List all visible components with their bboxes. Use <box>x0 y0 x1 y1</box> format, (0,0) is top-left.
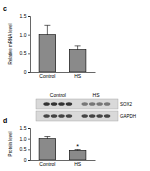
band <box>51 114 57 118</box>
tick-label: 0 <box>24 157 27 163</box>
tick-mark <box>28 72 30 73</box>
tick-label: 1.5 <box>20 13 27 19</box>
y-axis: 0 0.5 1.0 1.5 <box>20 13 31 75</box>
tick-label: Control <box>39 161 55 167</box>
band <box>43 102 49 106</box>
bar <box>69 50 86 72</box>
error-bar <box>44 137 50 139</box>
tick-label: Control <box>39 73 55 79</box>
tick: 1.5 <box>20 13 30 19</box>
panel: 0 0.5 1.0 1.5 Control HS c Relative mRNA level <box>3 5 96 79</box>
tick-label: 1.0 <box>20 136 27 142</box>
panel-label: d <box>3 117 7 124</box>
error-bar <box>44 25 50 34</box>
blot-strip <box>36 99 118 109</box>
band <box>66 102 72 106</box>
tick: 1.0 <box>20 136 30 142</box>
band <box>81 102 87 106</box>
tick: HS <box>74 160 82 167</box>
tick: HS <box>74 72 82 79</box>
tick-label: HS <box>74 73 82 79</box>
tick-mark <box>28 139 30 140</box>
tick: 0.5 <box>20 50 30 56</box>
band <box>104 102 110 106</box>
tick-label: 0 <box>24 69 27 75</box>
tick: 1.5 <box>20 125 30 131</box>
bar <box>39 139 56 160</box>
error-line <box>77 46 78 50</box>
x-axis: Control HS <box>31 160 96 167</box>
axis-line <box>28 17 31 73</box>
tick-mark <box>28 160 30 161</box>
band <box>89 102 95 106</box>
panel-label: c <box>3 5 7 12</box>
y-axis-title: Protein level <box>8 132 13 157</box>
figure: 00.51.01.5ControlHScRelative mRNA level0… <box>0 0 150 171</box>
tick-mark <box>28 16 30 17</box>
blot: Control HS SOX2 GAPDH <box>36 92 136 121</box>
blot-strip <box>36 111 118 121</box>
tick: Control <box>39 72 55 79</box>
band <box>96 102 102 106</box>
band <box>58 114 64 118</box>
tick-label: 0.5 <box>20 50 27 56</box>
tick-mark <box>28 35 30 36</box>
tick-label: 0.5 <box>20 146 27 152</box>
tick: 0 <box>24 69 30 75</box>
bar <box>69 150 86 160</box>
band <box>66 114 72 118</box>
band <box>104 114 110 118</box>
annotation: * <box>76 143 79 150</box>
band <box>58 102 64 106</box>
band <box>51 102 57 106</box>
x-axis: Control HS <box>31 72 96 79</box>
band <box>89 114 95 118</box>
band <box>81 114 87 118</box>
error-bar <box>75 46 81 50</box>
band <box>96 114 102 118</box>
tick-mark <box>28 149 30 150</box>
band-label: SOX2 <box>120 102 133 107</box>
tick: 1.0 <box>20 32 30 38</box>
plot-area <box>39 25 86 72</box>
tick: 0.5 <box>20 146 30 152</box>
tick: Control <box>39 160 55 167</box>
error-line <box>47 25 48 34</box>
y-axis-title: Relative mRNA level <box>8 23 13 64</box>
tick-label: 1.5 <box>20 125 27 131</box>
band <box>43 114 49 118</box>
tick: 0 <box>24 157 30 163</box>
lane-label: HS <box>93 92 101 98</box>
plot-area <box>39 137 86 160</box>
error-cap <box>44 136 50 137</box>
lane-label: Control <box>50 92 66 98</box>
bar <box>39 35 56 72</box>
error-line <box>47 137 48 139</box>
band-label: GAPDH <box>120 114 136 119</box>
error-cap <box>75 45 81 46</box>
tick-mark <box>28 128 30 129</box>
tick-mark <box>28 53 30 54</box>
tick-label: HS <box>74 161 82 167</box>
panel: 0 0.5 1.0 1.5 Control HS d Protein level * <box>3 117 96 167</box>
error-cap <box>44 25 50 26</box>
axis-line <box>28 129 31 161</box>
tick-label: 1.0 <box>20 32 27 38</box>
y-axis: 0 0.5 1.0 1.5 <box>20 125 31 163</box>
